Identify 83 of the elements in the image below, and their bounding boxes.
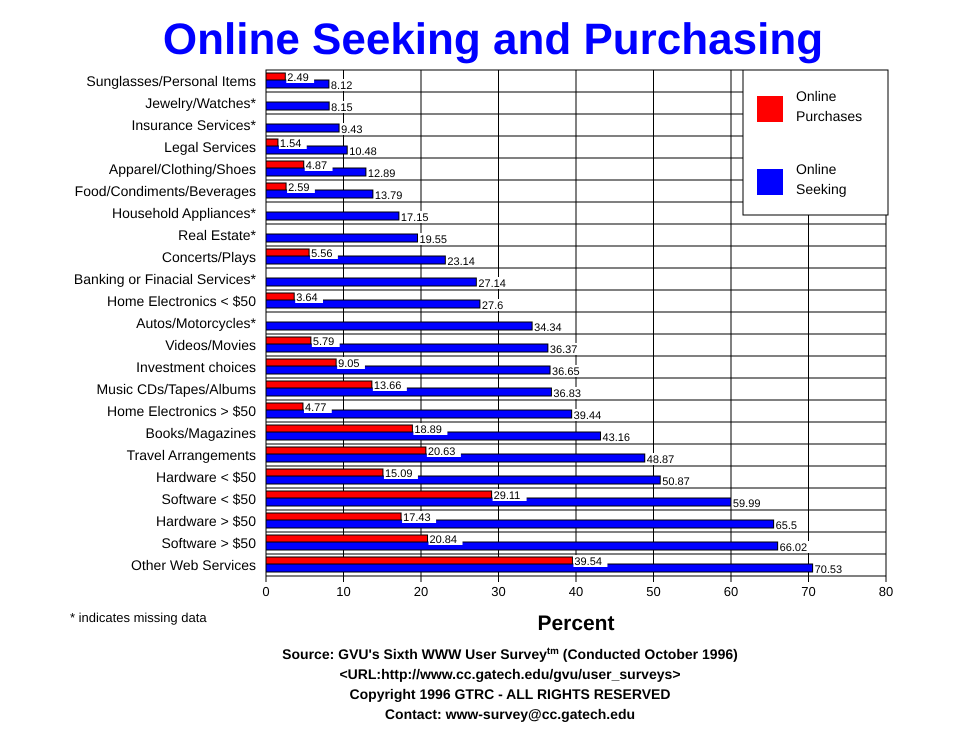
data-label: 2.49 <box>287 72 309 84</box>
x-tick-label: 40 <box>568 584 584 599</box>
y-tick-label: Hardware < $50 <box>156 469 256 485</box>
data-label: 29.11 <box>494 490 520 502</box>
data-label: 19.55 <box>420 234 448 246</box>
data-label: 39.44 <box>574 410 602 422</box>
y-tick-label: Banking or Finacial Services* <box>74 271 257 287</box>
data-label: 48.87 <box>646 454 674 466</box>
data-label: 20.84 <box>430 534 458 546</box>
y-tick-label: Insurance Services* <box>131 117 257 133</box>
text: <URL:http://www.cc.gatech.edu/gvu/user_surveys> <box>339 666 681 682</box>
data-label: 65.5 <box>776 520 798 532</box>
y-tick-label: Home Electronics > $50 <box>106 403 256 419</box>
data-label: 20.63 <box>428 446 456 458</box>
bar <box>266 102 330 110</box>
data-label: 27.14 <box>478 278 506 290</box>
data-label: 18.89 <box>414 424 442 436</box>
y-tick-label: Jewelry/Watches* <box>145 95 257 111</box>
chart-title: Online Seeking and Purchasing <box>162 15 824 64</box>
data-label: 27.6 <box>482 300 504 312</box>
data-label: 4.87 <box>306 160 328 172</box>
data-label: 66.02 <box>780 542 808 554</box>
data-label: 17.43 <box>403 512 431 524</box>
data-label: 17.15 <box>400 212 428 224</box>
data-label: 10.48 <box>349 146 377 158</box>
x-axis-title: Percent <box>537 612 615 635</box>
y-tick-label: Apparel/Clothing/Shoes <box>108 161 256 177</box>
y-tick-label: Investment choices <box>136 359 256 375</box>
data-label: 70.53 <box>814 564 842 576</box>
data-label: 5.56 <box>311 248 333 260</box>
data-label: 12.89 <box>368 168 396 180</box>
data-label: 23.14 <box>447 256 475 268</box>
y-tick-label: Sunglasses/Personal Items <box>86 73 256 89</box>
data-label: 5.79 <box>312 336 334 348</box>
y-tick-label: Food/Condiments/Beverages <box>74 183 256 199</box>
bar <box>266 124 340 132</box>
data-label: 9.05 <box>338 358 360 370</box>
y-tick-label: Music CDs/Tapes/Albums <box>96 381 256 397</box>
data-label: 50.87 <box>662 476 690 488</box>
data-label: 43.16 <box>602 432 630 444</box>
y-tick-label: Videos/Movies <box>165 337 256 353</box>
y-tick-label: Real Estate* <box>178 227 257 243</box>
y-tick-label: Concerts/Plays <box>162 249 256 265</box>
x-tick-label: 80 <box>878 584 894 599</box>
data-label: 8.15 <box>331 102 353 114</box>
x-tick-label: 60 <box>724 584 738 599</box>
y-tick-label: Books/Magazines <box>145 425 256 441</box>
text: Copyright 1996 GTRC - ALL RIGHTS RESERVED <box>349 686 671 702</box>
data-label: 13.66 <box>374 380 402 392</box>
data-label: 4.77 <box>304 402 326 414</box>
x-tick-label: 0 <box>262 584 270 599</box>
x-tick-label: 70 <box>801 584 816 599</box>
x-tick-label: 20 <box>414 584 428 599</box>
y-tick-label: Home Electronics < $50 <box>106 293 256 309</box>
y-tick-label: Software < $50 <box>161 491 256 507</box>
data-label: 8.12 <box>330 80 352 92</box>
x-tick-label: 10 <box>336 584 351 599</box>
data-label: 3.64 <box>296 292 318 304</box>
data-label: 1.54 <box>280 138 302 150</box>
text: Contact: www-survey@cc.gatech.edu <box>384 706 636 722</box>
text: * indicates missing data <box>70 610 208 625</box>
data-label: 2.59 <box>288 182 310 194</box>
legend-label: Online Purchases <box>796 88 862 124</box>
data-label: 36.37 <box>550 344 578 356</box>
source-note: Source: GVU's Sixth WWW User Survey$^{tm}$ (Conducted October 1996) <box>282 646 738 662</box>
y-tick-label: Software > $50 <box>161 535 256 551</box>
data-label: 9.43 <box>341 124 363 136</box>
data-label: 39.54 <box>574 556 602 568</box>
y-tick-label: Legal Services <box>164 139 256 155</box>
x-tick-label: 30 <box>491 584 506 599</box>
y-tick-label: Travel Arrangements <box>126 447 256 463</box>
legend-label: Online Seeking <box>796 161 847 197</box>
y-tick-label: Autos/Motorcycles* <box>136 315 257 331</box>
data-label: 34.34 <box>534 322 562 334</box>
y-tick-label: Other Web Services <box>130 557 256 573</box>
y-tick-label: Hardware > $50 <box>156 513 256 529</box>
data-label: 36.83 <box>553 388 581 400</box>
data-label: 15.09 <box>384 468 412 480</box>
data-label: 59.99 <box>732 498 760 510</box>
data-label: 36.65 <box>552 366 580 378</box>
data-label: 13.79 <box>374 190 402 202</box>
x-tick-label: 50 <box>646 584 661 599</box>
y-tick-label: Household Appliances* <box>112 205 257 221</box>
